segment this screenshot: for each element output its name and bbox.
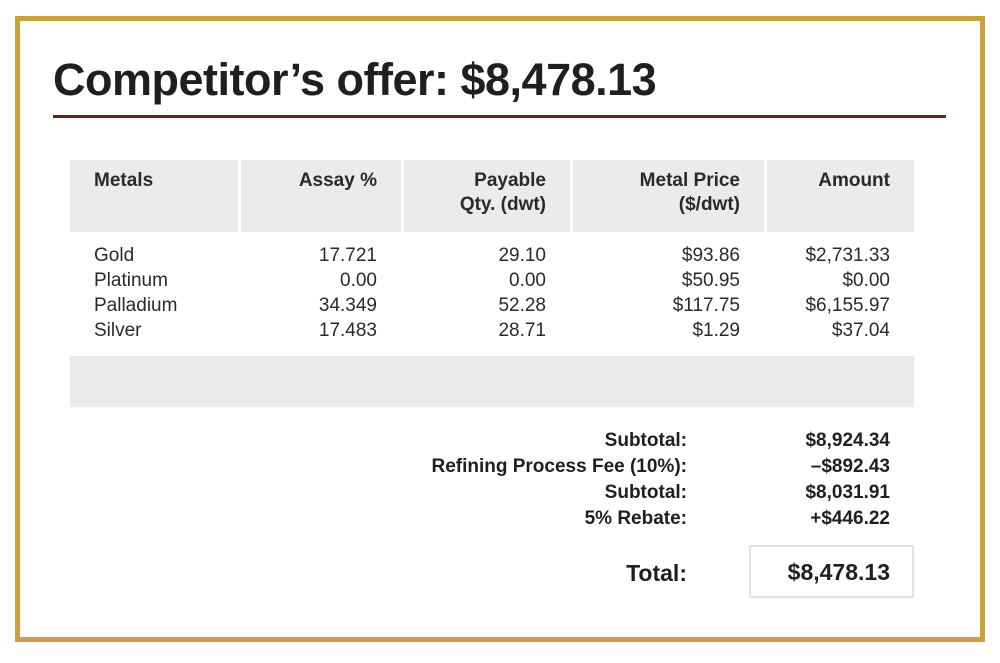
table-cell: Palladium xyxy=(94,295,178,316)
table-cell: $6,155.97 xyxy=(805,295,890,316)
page-title: Competitor’s offer: $8,478.13 xyxy=(53,54,657,105)
total-value: $8,478.13 xyxy=(787,559,890,585)
table-cell: 34.349 xyxy=(318,295,377,316)
header-metal-price-line1: Metal Price xyxy=(639,170,740,191)
header-assay: Assay % xyxy=(241,160,401,232)
summary-rebate-label: 5% Rebate: xyxy=(584,508,687,529)
table-cell: $37.04 xyxy=(831,320,890,341)
title-divider xyxy=(53,115,946,118)
header-payable-qty-line2: Qty. (dwt) xyxy=(459,194,546,215)
column-assay: 17.721 0.00 34.349 17.483 xyxy=(241,243,377,343)
column-metal-price: $93.86 $50.95 $117.75 $1.29 xyxy=(573,243,740,343)
table-cell: $2,731.33 xyxy=(805,245,890,266)
header-payable-qty-line1: Payable xyxy=(474,170,546,191)
column-metals: Gold Platinum Palladium Silver xyxy=(94,243,244,343)
table-cell: 17.721 xyxy=(318,245,377,266)
table-cell: 0.00 xyxy=(509,270,546,291)
header-payable-qty: Payable Qty. (dwt) xyxy=(404,160,570,232)
table-cell: 0.00 xyxy=(340,270,377,291)
total-label: Total: xyxy=(626,560,687,586)
table-cell: $117.75 xyxy=(672,295,740,316)
table-cell: Platinum xyxy=(94,270,168,291)
table-cell: 29.10 xyxy=(498,245,546,266)
table-cell: $1.29 xyxy=(692,320,740,341)
table-footer-bar xyxy=(70,356,914,407)
table-cell: $50.95 xyxy=(681,270,740,291)
summary-subtotal-value: $8,924.34 xyxy=(805,430,890,451)
offer-frame xyxy=(15,16,985,642)
summary-subtotal-label: Subtotal: xyxy=(604,430,687,451)
column-amount: $2,731.33 $0.00 $6,155.97 $37.04 xyxy=(767,243,890,343)
table-cell: $0.00 xyxy=(842,270,890,291)
header-metal-price-line2: ($/dwt) xyxy=(678,194,740,215)
table-cell: 17.483 xyxy=(318,320,377,341)
summary-rebate-value: +$446.22 xyxy=(810,508,890,529)
header-amount: Amount xyxy=(767,160,914,232)
column-payable-qty: 29.10 0.00 52.28 28.71 xyxy=(404,243,546,343)
summary-fee-value: –$892.43 xyxy=(810,456,890,477)
header-metals-label: Metals xyxy=(94,170,154,191)
table-cell: 28.71 xyxy=(498,320,546,341)
table-cell: 52.28 xyxy=(498,295,546,316)
summary-subtotal-2-label: Subtotal: xyxy=(604,482,687,503)
header-amount-label: Amount xyxy=(818,170,890,191)
table-cell: Gold xyxy=(94,245,135,266)
header-metal-price: Metal Price ($/dwt) xyxy=(573,160,764,232)
summary-subtotal-2-value: $8,031.91 xyxy=(805,482,890,503)
header-assay-label: Assay % xyxy=(298,170,377,191)
total-value-box: $8,478.13 xyxy=(749,545,914,598)
table-cell: Silver xyxy=(94,320,142,341)
table-cell: $93.86 xyxy=(681,245,740,266)
summary-fee-label: Refining Process Fee (10%): xyxy=(431,456,687,477)
header-metals: Metals xyxy=(70,160,238,232)
